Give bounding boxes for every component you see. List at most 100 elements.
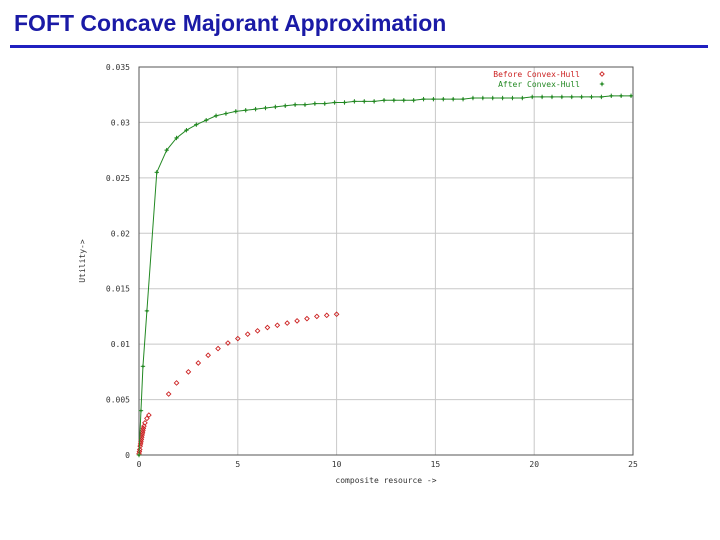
x-tick-label: 25 bbox=[628, 460, 638, 469]
data-point-after bbox=[292, 102, 298, 107]
data-point-after bbox=[223, 111, 229, 116]
data-point-after bbox=[371, 99, 377, 104]
data-point-after bbox=[194, 122, 199, 127]
data-point-after bbox=[480, 95, 486, 101]
data-point-after bbox=[559, 94, 565, 100]
series-layer bbox=[136, 93, 634, 458]
data-point-before bbox=[225, 340, 231, 346]
slide-title: FOFT Concave Majorant Approximation bbox=[14, 10, 447, 36]
data-point-before bbox=[173, 380, 180, 386]
data-point-before bbox=[144, 415, 150, 422]
x-tick-label: 10 bbox=[332, 460, 342, 469]
series-line bbox=[138, 95, 632, 456]
y-tick-label: 0.01 bbox=[111, 340, 130, 349]
data-point-after bbox=[628, 93, 634, 99]
data-point-after bbox=[342, 100, 347, 105]
data-point-before bbox=[146, 412, 152, 418]
data-point-after bbox=[539, 94, 545, 100]
grid-layer bbox=[139, 67, 633, 455]
data-point-before bbox=[304, 315, 310, 322]
data-point-before bbox=[234, 335, 241, 342]
data-point-after bbox=[263, 105, 268, 111]
data-point-before bbox=[284, 320, 291, 326]
data-point-after bbox=[510, 95, 515, 101]
data-point-after bbox=[233, 109, 239, 114]
data-point-before bbox=[314, 313, 320, 320]
legend-marker-symbol bbox=[599, 81, 605, 87]
data-point-before bbox=[264, 324, 271, 331]
data-point-after bbox=[332, 100, 337, 105]
data-point-before bbox=[205, 352, 211, 359]
data-point-before bbox=[274, 322, 281, 329]
title-rule bbox=[10, 45, 708, 48]
data-point-after bbox=[500, 95, 505, 101]
data-point-after bbox=[144, 308, 150, 314]
y-tick-label: 0.025 bbox=[106, 174, 130, 183]
data-point-after bbox=[138, 408, 144, 413]
x-axis-title: composite resource -> bbox=[335, 476, 436, 485]
data-point-before bbox=[141, 423, 147, 430]
data-point-after bbox=[253, 106, 258, 112]
series-after-convex-hull bbox=[136, 93, 634, 458]
y-tick-label: 0.02 bbox=[111, 229, 130, 238]
data-point-after bbox=[381, 98, 387, 103]
y-axis-title: Utility-> bbox=[78, 239, 87, 283]
data-point-before bbox=[142, 420, 148, 426]
data-point-after bbox=[609, 93, 614, 99]
data-point-after bbox=[460, 96, 466, 102]
data-point-after bbox=[421, 96, 426, 102]
data-point-after bbox=[431, 96, 436, 102]
data-point-after bbox=[411, 98, 416, 103]
data-point-after bbox=[302, 102, 308, 107]
tick-layer: 0 5 10 15 20 25 0 0.005 0.01 0.015 0.02 0.025 0.03 0.… bbox=[106, 63, 638, 469]
data-point-before bbox=[185, 369, 192, 375]
data-point-after bbox=[273, 104, 278, 110]
legend-label: Before Convex-Hull bbox=[493, 70, 580, 79]
legend-marker bbox=[599, 71, 605, 77]
data-point-before bbox=[136, 446, 143, 453]
data-point-after bbox=[589, 94, 594, 100]
x-tick-label: 5 bbox=[235, 460, 240, 469]
data-point-after bbox=[579, 94, 584, 100]
data-point-after bbox=[490, 95, 495, 101]
data-point-after bbox=[401, 98, 406, 103]
data-point-after bbox=[184, 127, 189, 133]
data-point-after bbox=[154, 170, 159, 175]
data-point-after bbox=[470, 95, 476, 101]
data-point-after bbox=[164, 147, 169, 153]
data-point-before bbox=[215, 345, 221, 352]
data-point-after bbox=[362, 99, 367, 104]
data-point-after bbox=[391, 98, 397, 103]
data-point-after bbox=[243, 108, 248, 113]
data-point-after bbox=[520, 95, 525, 101]
data-point-after bbox=[530, 94, 535, 100]
data-point-after bbox=[352, 99, 357, 104]
data-point-after bbox=[569, 94, 574, 100]
data-point-after bbox=[312, 101, 318, 106]
data-point-after bbox=[599, 94, 604, 100]
data-point-after bbox=[322, 101, 327, 106]
data-point-after bbox=[140, 364, 146, 369]
x-tick-label: 0 bbox=[137, 460, 142, 469]
legend-marker bbox=[599, 81, 605, 87]
legend-label: After Convex-Hull bbox=[498, 80, 580, 89]
y-tick-label: 0.03 bbox=[111, 118, 130, 127]
data-point-before bbox=[333, 311, 340, 318]
y-tick-label: 0.035 bbox=[106, 63, 130, 72]
plot-frame bbox=[138, 66, 634, 456]
legend-marker-symbol bbox=[599, 71, 605, 77]
x-tick-label: 15 bbox=[431, 460, 441, 469]
x-tick-label: 20 bbox=[529, 460, 539, 469]
data-point-after bbox=[213, 113, 219, 118]
data-point-before bbox=[165, 391, 172, 397]
data-point-before bbox=[254, 328, 261, 334]
data-point-after bbox=[441, 96, 446, 102]
data-point-after bbox=[618, 93, 624, 99]
data-point-after bbox=[549, 94, 555, 100]
data-point-before bbox=[294, 318, 300, 324]
data-point-before bbox=[195, 360, 202, 366]
data-point-before bbox=[244, 331, 251, 338]
data-point-after bbox=[136, 452, 142, 458]
